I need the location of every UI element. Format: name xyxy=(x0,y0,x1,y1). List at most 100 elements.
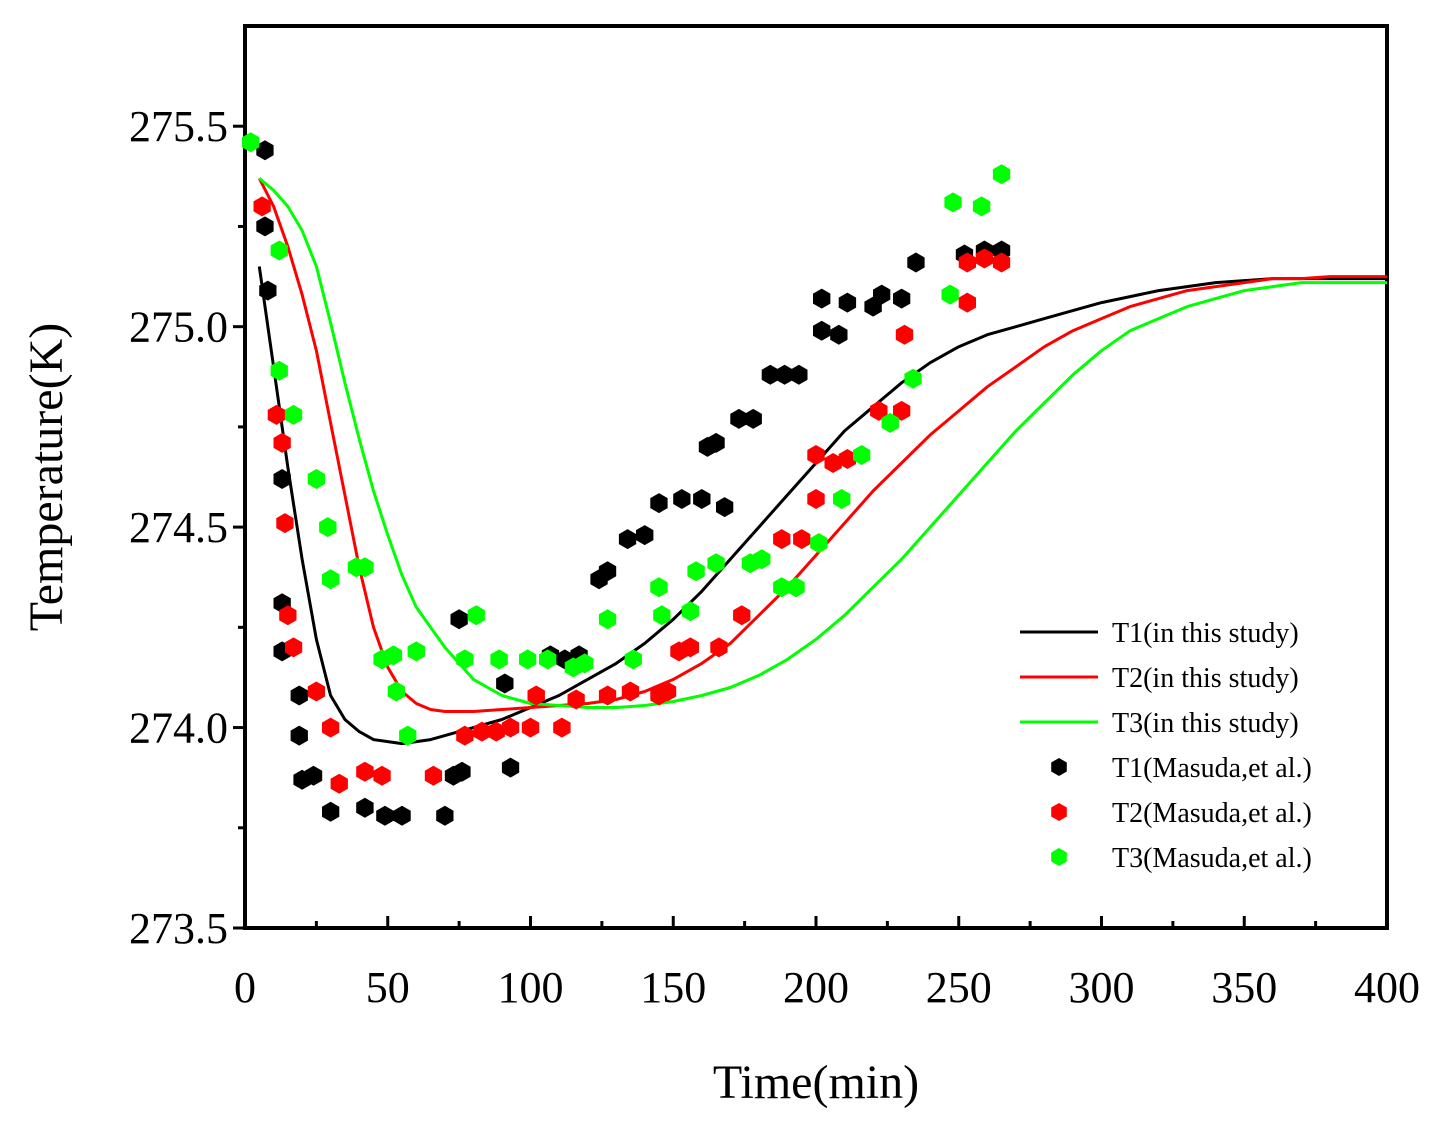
data-point-T1 xyxy=(356,797,374,818)
data-point-T1 xyxy=(322,801,340,822)
data-point-T3 xyxy=(941,284,959,305)
legend-label: T3(in this study) xyxy=(1112,708,1299,739)
data-point-T1 xyxy=(393,805,411,826)
data-point-T3 xyxy=(384,645,403,666)
data-point-T2 xyxy=(424,765,443,786)
data-point-T1 xyxy=(256,216,274,237)
data-point-T2 xyxy=(895,324,914,345)
data-point-T2 xyxy=(553,717,571,738)
data-point-T2 xyxy=(992,252,1011,273)
data-point-T1 xyxy=(290,685,308,706)
data-point-T2 xyxy=(870,400,888,421)
data-point-T1 xyxy=(775,364,794,385)
data-point-T3 xyxy=(270,240,288,261)
data-point-T3 xyxy=(242,132,260,153)
data-point-T2 xyxy=(681,637,699,658)
y-axis: 273.5 274.0 274.5 275.0 275.5 xyxy=(129,102,245,953)
data-point-T2 xyxy=(773,529,791,550)
data-point-T1 xyxy=(304,765,323,786)
y-tick-label: 274.5 xyxy=(129,503,228,552)
data-point-T1 xyxy=(259,280,277,301)
data-point-T3 xyxy=(753,549,771,570)
data-point-T1 xyxy=(673,489,691,509)
data-point-T1 xyxy=(290,725,308,746)
data-point-T2 xyxy=(958,252,976,273)
data-point-T1 xyxy=(273,469,291,489)
data-point-T1 xyxy=(693,489,711,509)
x-tick-label: 350 xyxy=(1211,963,1277,1012)
x-tick-label: 200 xyxy=(783,963,849,1012)
data-point-T1 xyxy=(436,805,454,826)
legend-label: T1(in this study) xyxy=(1112,618,1299,649)
data-point-T3 xyxy=(972,196,991,217)
data-point-T3 xyxy=(904,368,922,389)
legend: T1(in this study) T2(in this study) T3(in … xyxy=(1020,618,1312,874)
data-point-T2 xyxy=(824,453,842,473)
data-point-T3 xyxy=(519,649,537,670)
data-point-T2 xyxy=(253,196,271,217)
data-point-T2 xyxy=(279,605,297,626)
data-point-T3 xyxy=(653,605,671,626)
data-point-T2 xyxy=(473,721,491,742)
data-point-T3 xyxy=(307,469,325,489)
legend-label: T2(Masuda,et al.) xyxy=(1112,798,1312,829)
model-lines xyxy=(257,177,1387,746)
data-point-T1 xyxy=(761,364,779,385)
data-point-T1 xyxy=(636,525,654,546)
data-point-T1 xyxy=(618,529,637,550)
data-point-T2 xyxy=(733,605,751,626)
data-point-T2 xyxy=(621,681,640,702)
y-tick-label: 273.5 xyxy=(129,904,228,953)
data-point-T3 xyxy=(387,681,405,702)
data-point-T2 xyxy=(710,637,728,658)
data-point-T1 xyxy=(744,408,762,429)
data-point-T1 xyxy=(813,288,831,309)
data-point-T1 xyxy=(873,284,891,305)
data-point-T3 xyxy=(456,649,474,670)
data-point-T3 xyxy=(270,360,288,381)
data-point-T3 xyxy=(576,653,594,674)
data-point-T2 xyxy=(356,761,374,782)
x-tick-label: 0 xyxy=(234,963,256,1012)
data-point-T3 xyxy=(853,445,871,465)
data-point-T2 xyxy=(273,432,291,453)
data-point-T2 xyxy=(322,717,340,738)
data-point-T2 xyxy=(487,721,505,742)
data-point-T1 xyxy=(830,324,848,345)
data-point-T1 xyxy=(650,493,668,514)
data-point-T2 xyxy=(958,292,976,313)
x-tick-label: 300 xyxy=(1069,963,1135,1012)
data-point-T1 xyxy=(453,761,471,782)
data-point-T2 xyxy=(598,685,617,706)
data-point-T2 xyxy=(373,765,391,786)
data-point-T3 xyxy=(356,557,374,578)
data-point-T1 xyxy=(716,497,734,518)
legend-label: T3(Masuda,et al.) xyxy=(1112,843,1312,874)
data-point-T3 xyxy=(707,553,725,574)
data-point-T2 xyxy=(567,689,585,710)
data-point-T2 xyxy=(807,489,825,509)
data-point-T3 xyxy=(681,601,699,622)
y-tick-label: 274.0 xyxy=(129,704,228,753)
data-point-T2 xyxy=(893,400,911,421)
legend-marker-swatch xyxy=(1051,848,1067,866)
x-axis-title: Time(min) xyxy=(713,1056,919,1109)
x-axis: 0 50 100 150 200 250 300 350 400 xyxy=(234,916,1420,1012)
data-point-T3 xyxy=(490,649,508,670)
data-point-T2 xyxy=(307,681,325,702)
data-point-T2 xyxy=(267,404,286,425)
data-point-T3 xyxy=(319,517,337,538)
legend-marker-swatch xyxy=(1051,803,1067,821)
data-point-T1 xyxy=(450,609,468,630)
data-point-T1 xyxy=(893,288,911,309)
measured-points xyxy=(242,132,1011,826)
data-point-T1 xyxy=(838,292,857,313)
data-point-T2 xyxy=(330,773,348,794)
data-point-T1 xyxy=(707,432,725,453)
legend-label: T1(Masuda,et al.) xyxy=(1112,753,1312,784)
data-point-T3 xyxy=(624,649,642,670)
x-tick-label: 400 xyxy=(1354,963,1420,1012)
data-point-T2 xyxy=(527,685,545,706)
data-point-T3 xyxy=(881,412,899,433)
